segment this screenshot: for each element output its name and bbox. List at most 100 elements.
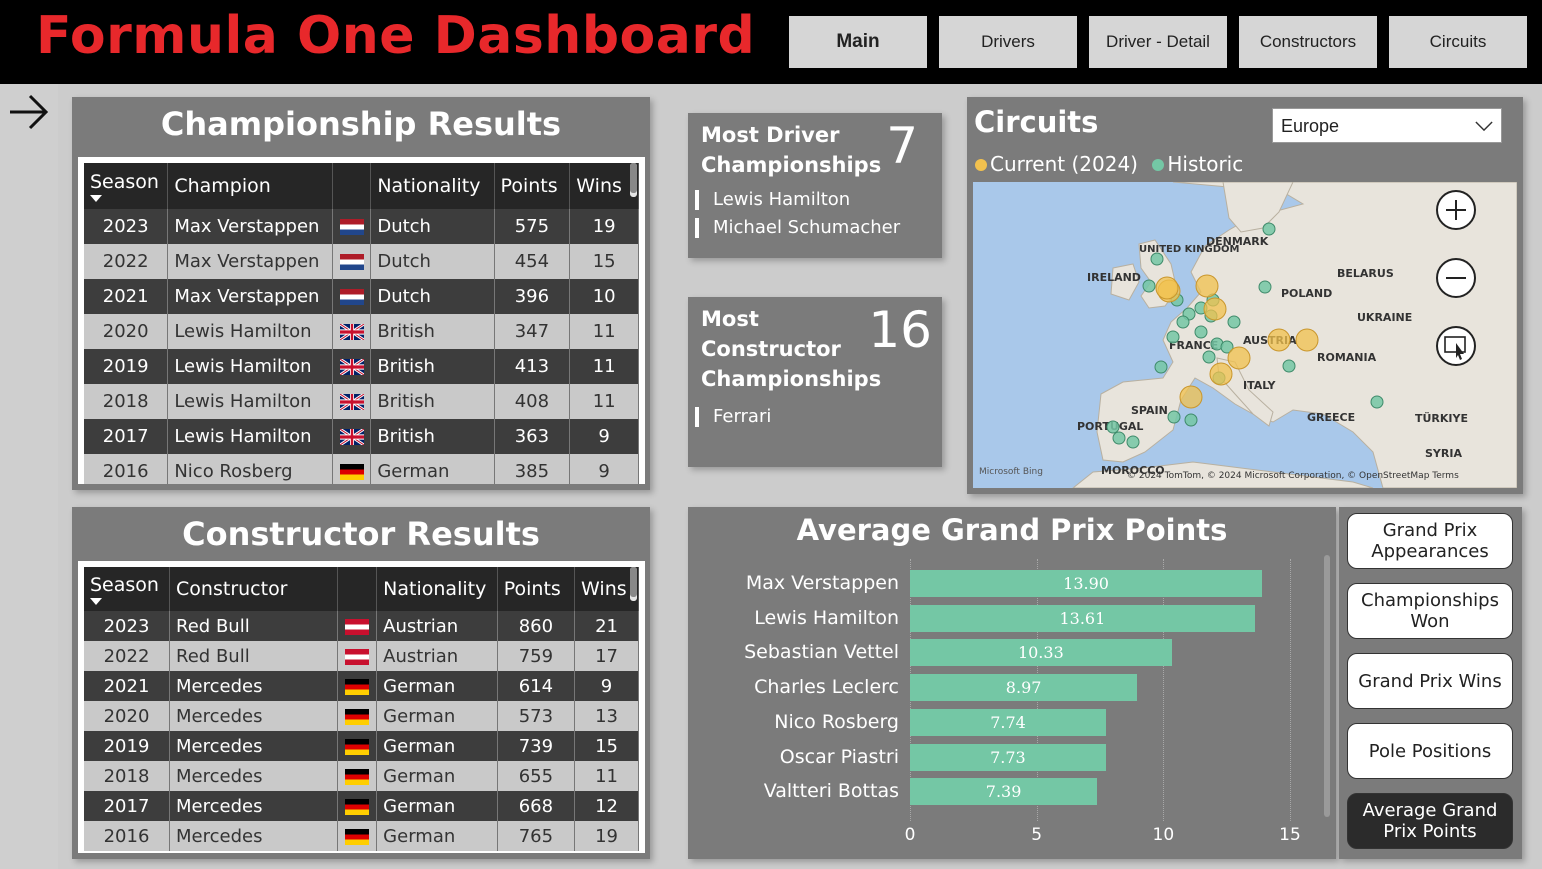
table-row[interactable]: 2018 Lewis Hamilton British 408 11 bbox=[84, 384, 639, 419]
metric-pole-positionsbutton[interactable]: Pole Positions bbox=[1347, 723, 1513, 779]
constructor-col-constructor[interactable]: Constructor bbox=[169, 567, 339, 611]
nationality-cell: German bbox=[376, 791, 498, 821]
historic-circuit-marker[interactable] bbox=[1142, 279, 1156, 293]
historic-circuit-marker[interactable] bbox=[1150, 252, 1164, 266]
chart-scrollbar[interactable] bbox=[1324, 555, 1330, 817]
historic-circuit-marker[interactable] bbox=[1154, 360, 1168, 374]
constructor-col-flag[interactable] bbox=[337, 567, 378, 611]
historic-circuit-marker[interactable] bbox=[1126, 435, 1140, 449]
flag-de-icon bbox=[345, 708, 370, 725]
season-cell: 2016 bbox=[84, 821, 171, 851]
championship-col-champion[interactable]: Champion bbox=[167, 163, 333, 209]
constructor-col-nationality[interactable]: Nationality bbox=[376, 567, 498, 611]
flag-gb-icon bbox=[339, 394, 364, 410]
constructor-col-season[interactable]: Season bbox=[84, 567, 171, 611]
historic-circuit-marker[interactable] bbox=[1202, 350, 1216, 364]
historic-circuit-marker[interactable] bbox=[1106, 420, 1120, 434]
historic-circuit-marker[interactable] bbox=[1166, 330, 1180, 344]
metric-championships-wonbutton[interactable]: Championships Won bbox=[1347, 583, 1513, 639]
current-circuit-marker[interactable] bbox=[1209, 362, 1233, 386]
bar[interactable] bbox=[910, 604, 1255, 632]
bar[interactable] bbox=[910, 674, 1138, 702]
flag-cell bbox=[332, 454, 372, 484]
championship-scroll-thumb[interactable] bbox=[630, 163, 637, 193]
flag-de-icon bbox=[345, 798, 370, 815]
wins-cell: 9 bbox=[569, 454, 639, 484]
historic-circuit-marker[interactable] bbox=[1176, 315, 1190, 329]
table-row[interactable]: 2023 Red Bull Austrian 860 21 bbox=[84, 611, 639, 641]
table-row[interactable]: 2020 Mercedes German 573 13 bbox=[84, 701, 639, 731]
zoom-out-icon[interactable] bbox=[1436, 258, 1476, 298]
nav-main-button[interactable]: Main bbox=[789, 16, 927, 68]
championship-col-season[interactable]: Season bbox=[84, 163, 169, 209]
championship-col-flag[interactable] bbox=[332, 163, 372, 209]
constructor-scroll-thumb[interactable] bbox=[630, 567, 637, 597]
table-row[interactable]: 2017 Mercedes German 668 12 bbox=[84, 791, 639, 821]
bar[interactable] bbox=[910, 708, 1107, 736]
legend-current-dot bbox=[975, 159, 987, 171]
season-cell: 2018 bbox=[84, 384, 169, 419]
bar[interactable] bbox=[910, 639, 1172, 667]
nav-driver-detail-button[interactable]: Driver - Detail bbox=[1089, 16, 1227, 68]
table-row[interactable]: 2017 Lewis Hamilton British 363 9 bbox=[84, 419, 639, 454]
table-row[interactable]: 2021 Mercedes German 614 9 bbox=[84, 671, 639, 701]
championship-scrollbar[interactable] bbox=[630, 163, 637, 197]
nav-circuits-button[interactable]: Circuits bbox=[1389, 16, 1527, 68]
table-row[interactable]: 2020 Lewis Hamilton British 347 11 bbox=[84, 314, 639, 349]
constructor-col-wins[interactable]: Wins bbox=[574, 567, 639, 611]
map-attribution[interactable]: © 2024 TomTom, © 2024 Microsoft Corporat… bbox=[1127, 471, 1459, 481]
table-row[interactable]: 2016 Nico Rosberg German 385 9 bbox=[84, 454, 639, 484]
championship-col-nationality[interactable]: Nationality bbox=[370, 163, 495, 209]
constructor-scrollbar[interactable] bbox=[630, 567, 637, 601]
flag-cell bbox=[337, 671, 378, 701]
current-circuit-marker[interactable] bbox=[1203, 297, 1227, 321]
historic-circuit-marker[interactable] bbox=[1220, 340, 1234, 354]
bar[interactable] bbox=[910, 743, 1106, 771]
table-row[interactable]: 2022 Red Bull Austrian 759 17 bbox=[84, 641, 639, 671]
historic-circuit-marker[interactable] bbox=[1167, 410, 1181, 424]
kpi-driver-item-1: Lewis Hamilton bbox=[695, 190, 850, 210]
current-circuit-marker[interactable] bbox=[1267, 328, 1291, 352]
bar[interactable] bbox=[910, 778, 1098, 806]
table-row[interactable]: 2019 Mercedes German 739 15 bbox=[84, 731, 639, 761]
category-label: Charles Leclerc bbox=[754, 676, 899, 699]
championship-col-wins[interactable]: Wins bbox=[569, 163, 639, 209]
select-region-icon[interactable] bbox=[1436, 326, 1476, 366]
historic-circuit-marker[interactable] bbox=[1227, 315, 1241, 329]
historic-circuit-marker[interactable] bbox=[1282, 359, 1296, 373]
current-circuit-marker[interactable] bbox=[1179, 385, 1203, 409]
arrow-right-icon[interactable] bbox=[6, 90, 50, 134]
current-circuit-marker[interactable] bbox=[1195, 274, 1219, 298]
metric-average-grand-prix-pointsbutton[interactable]: Average Grand Prix Points bbox=[1347, 793, 1513, 849]
zoom-in-icon[interactable] bbox=[1436, 190, 1476, 230]
map-label: TÜRKIYE bbox=[1415, 411, 1468, 425]
avg-points-panel: Average Grand Prix Points 0 5 10 15 Max Vers… bbox=[688, 507, 1336, 859]
metric-grand-prix-winsbutton[interactable]: Grand Prix Wins bbox=[1347, 653, 1513, 709]
historic-circuit-marker[interactable] bbox=[1262, 222, 1276, 236]
table-row[interactable]: 2023 Max Verstappen Dutch 575 19 bbox=[84, 209, 639, 244]
historic-circuit-marker[interactable] bbox=[1194, 325, 1208, 339]
table-row[interactable]: 2019 Lewis Hamilton British 413 11 bbox=[84, 349, 639, 384]
points-cell: 408 bbox=[494, 384, 571, 419]
table-row[interactable]: 2021 Max Verstappen Dutch 396 10 bbox=[84, 279, 639, 314]
historic-circuit-marker[interactable] bbox=[1370, 395, 1384, 409]
championship-col-points[interactable]: Points bbox=[494, 163, 571, 209]
constructor-col-points[interactable]: Points bbox=[497, 567, 576, 611]
bar[interactable] bbox=[910, 570, 1263, 597]
metric-grand-prix-appearancesbutton[interactable]: Grand Prix Appearances bbox=[1347, 513, 1513, 569]
nationality-cell: German bbox=[376, 821, 498, 851]
current-circuit-marker[interactable] bbox=[1295, 328, 1319, 352]
table-row[interactable]: 2022 Max Verstappen Dutch 454 15 bbox=[84, 244, 639, 279]
bar-value-label: 7.39 bbox=[985, 782, 1022, 802]
current-circuit-marker[interactable] bbox=[1155, 276, 1179, 300]
nav-drivers-button[interactable]: Drivers bbox=[939, 16, 1077, 68]
table-row[interactable]: 2016 Mercedes German 765 19 bbox=[84, 821, 639, 851]
table-row[interactable]: 2018 Mercedes German 655 11 bbox=[84, 761, 639, 791]
current-circuit-marker[interactable] bbox=[1227, 346, 1251, 370]
historic-circuit-marker[interactable] bbox=[1112, 431, 1126, 445]
historic-circuit-marker[interactable] bbox=[1258, 280, 1272, 294]
historic-circuit-marker[interactable] bbox=[1184, 413, 1198, 427]
region-dropdown[interactable]: Europe bbox=[1272, 108, 1502, 143]
nav-constructors-button[interactable]: Constructors bbox=[1239, 16, 1377, 68]
